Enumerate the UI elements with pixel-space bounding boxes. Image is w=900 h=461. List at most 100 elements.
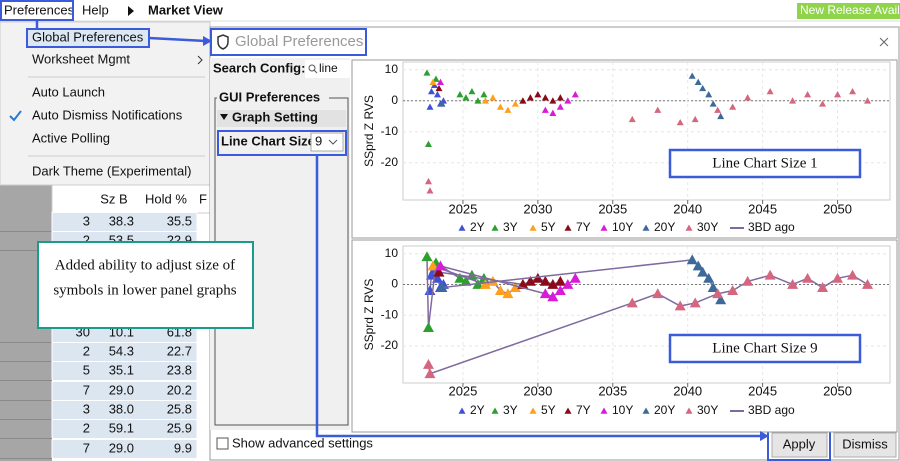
table-cell: 23.8 [167,362,192,377]
table-cell: 2 [83,232,90,247]
data-point [652,288,664,299]
data-point [433,266,445,277]
data-point [422,359,434,369]
legend-label: 30Y [697,220,718,234]
checkbox[interactable] [216,437,229,450]
y-tick-label: -20 [381,338,399,352]
table-cell: 2 [83,420,90,435]
table-row [51,361,198,381]
menu-option[interactable]: Auto Launch [32,84,105,99]
data-point [554,275,566,286]
connector [315,155,762,438]
data-point [479,278,491,289]
data-point [564,97,572,104]
data-point [526,94,534,101]
menu-item[interactable]: Preferences [4,2,75,17]
data-point [424,177,432,185]
data-point [427,87,435,95]
data-point [422,322,434,332]
connector [148,36,207,43]
menu-option[interactable]: Global Preferences [32,29,144,44]
table-cell: 2 [83,343,90,358]
button[interactable] [833,432,897,458]
menu-option[interactable]: Active Polling [32,130,110,145]
y-tick-label: -20 [381,155,399,169]
play-icon[interactable] [128,6,134,16]
checkbox-label: Show advanced settings [232,435,373,450]
data-point [481,97,489,104]
data-point [849,87,857,95]
table-cell: 20.2 [167,382,192,397]
x-tick-label: 2030 [523,383,552,398]
callout-text: Added ability to adjust size of [55,257,235,273]
data-point [766,87,774,95]
data-point [424,368,436,379]
x-tick-label: 2035 [598,201,627,216]
shield-icon [217,34,229,50]
data-point [707,282,719,292]
legend-marker [529,407,537,414]
data-point [438,100,446,107]
data-point [456,91,464,98]
menu-item[interactable]: Market View [148,2,224,17]
table-row [51,439,198,459]
data-point [694,78,702,85]
data-point [427,260,439,271]
select-chevron [328,139,338,145]
data-point [426,103,434,110]
section-header[interactable] [217,110,346,127]
submenu-arrow [197,55,203,65]
column-header: F [199,191,207,206]
data-point [511,100,519,107]
select-box[interactable] [310,132,344,152]
table-cell: 38.0 [109,401,134,416]
y-axis-label: SSprd Z RVS [362,95,376,167]
data-point [626,297,638,308]
data-point [686,254,698,265]
data-point [705,91,713,98]
menu-option[interactable]: Worksheet Mgmt [32,51,130,66]
search-label: Search Config: [213,60,305,75]
notice[interactable]: New Release Availa [800,3,900,17]
menu-option[interactable]: Dark Theme (Experimental) [32,163,191,178]
group-label: GUI Preferences [219,89,320,104]
data-point [688,72,696,79]
x-tick-label: 2030 [523,201,552,216]
legend-marker [458,407,466,414]
annotation: Line Chart Size 9 [712,340,817,356]
data-point [549,109,557,116]
data-point [547,278,559,289]
data-point [571,91,579,98]
data-point [764,269,776,280]
data-point [727,285,739,296]
menu-option[interactable]: Auto Dismiss Notifications [32,107,183,122]
table-cell: 25.8 [167,401,192,416]
data-point [433,91,441,98]
x-tick-label: 2045 [748,383,777,398]
data-point [554,285,566,296]
data-point [436,78,444,85]
data-point [556,103,564,110]
button[interactable] [771,432,828,458]
data-point [717,112,725,120]
legend-marker [685,407,693,414]
data-point [556,94,564,101]
x-tick-label: 2040 [673,383,702,398]
data-point [744,94,752,101]
data-point [714,106,722,113]
search-box[interactable] [305,60,350,78]
data-point [676,118,684,126]
data-point [742,275,754,286]
table-cell: 7 [83,440,90,455]
legend-label: 10Y [612,220,633,234]
search-icon [313,69,318,74]
highlight-box [210,28,367,56]
data-point [674,300,686,311]
close-icon[interactable] [879,37,889,47]
data-point [489,94,497,101]
legend-marker [491,224,499,231]
menu-item[interactable]: Help [82,2,109,17]
data-point [541,106,549,113]
table-cell: 29.0 [109,382,134,397]
